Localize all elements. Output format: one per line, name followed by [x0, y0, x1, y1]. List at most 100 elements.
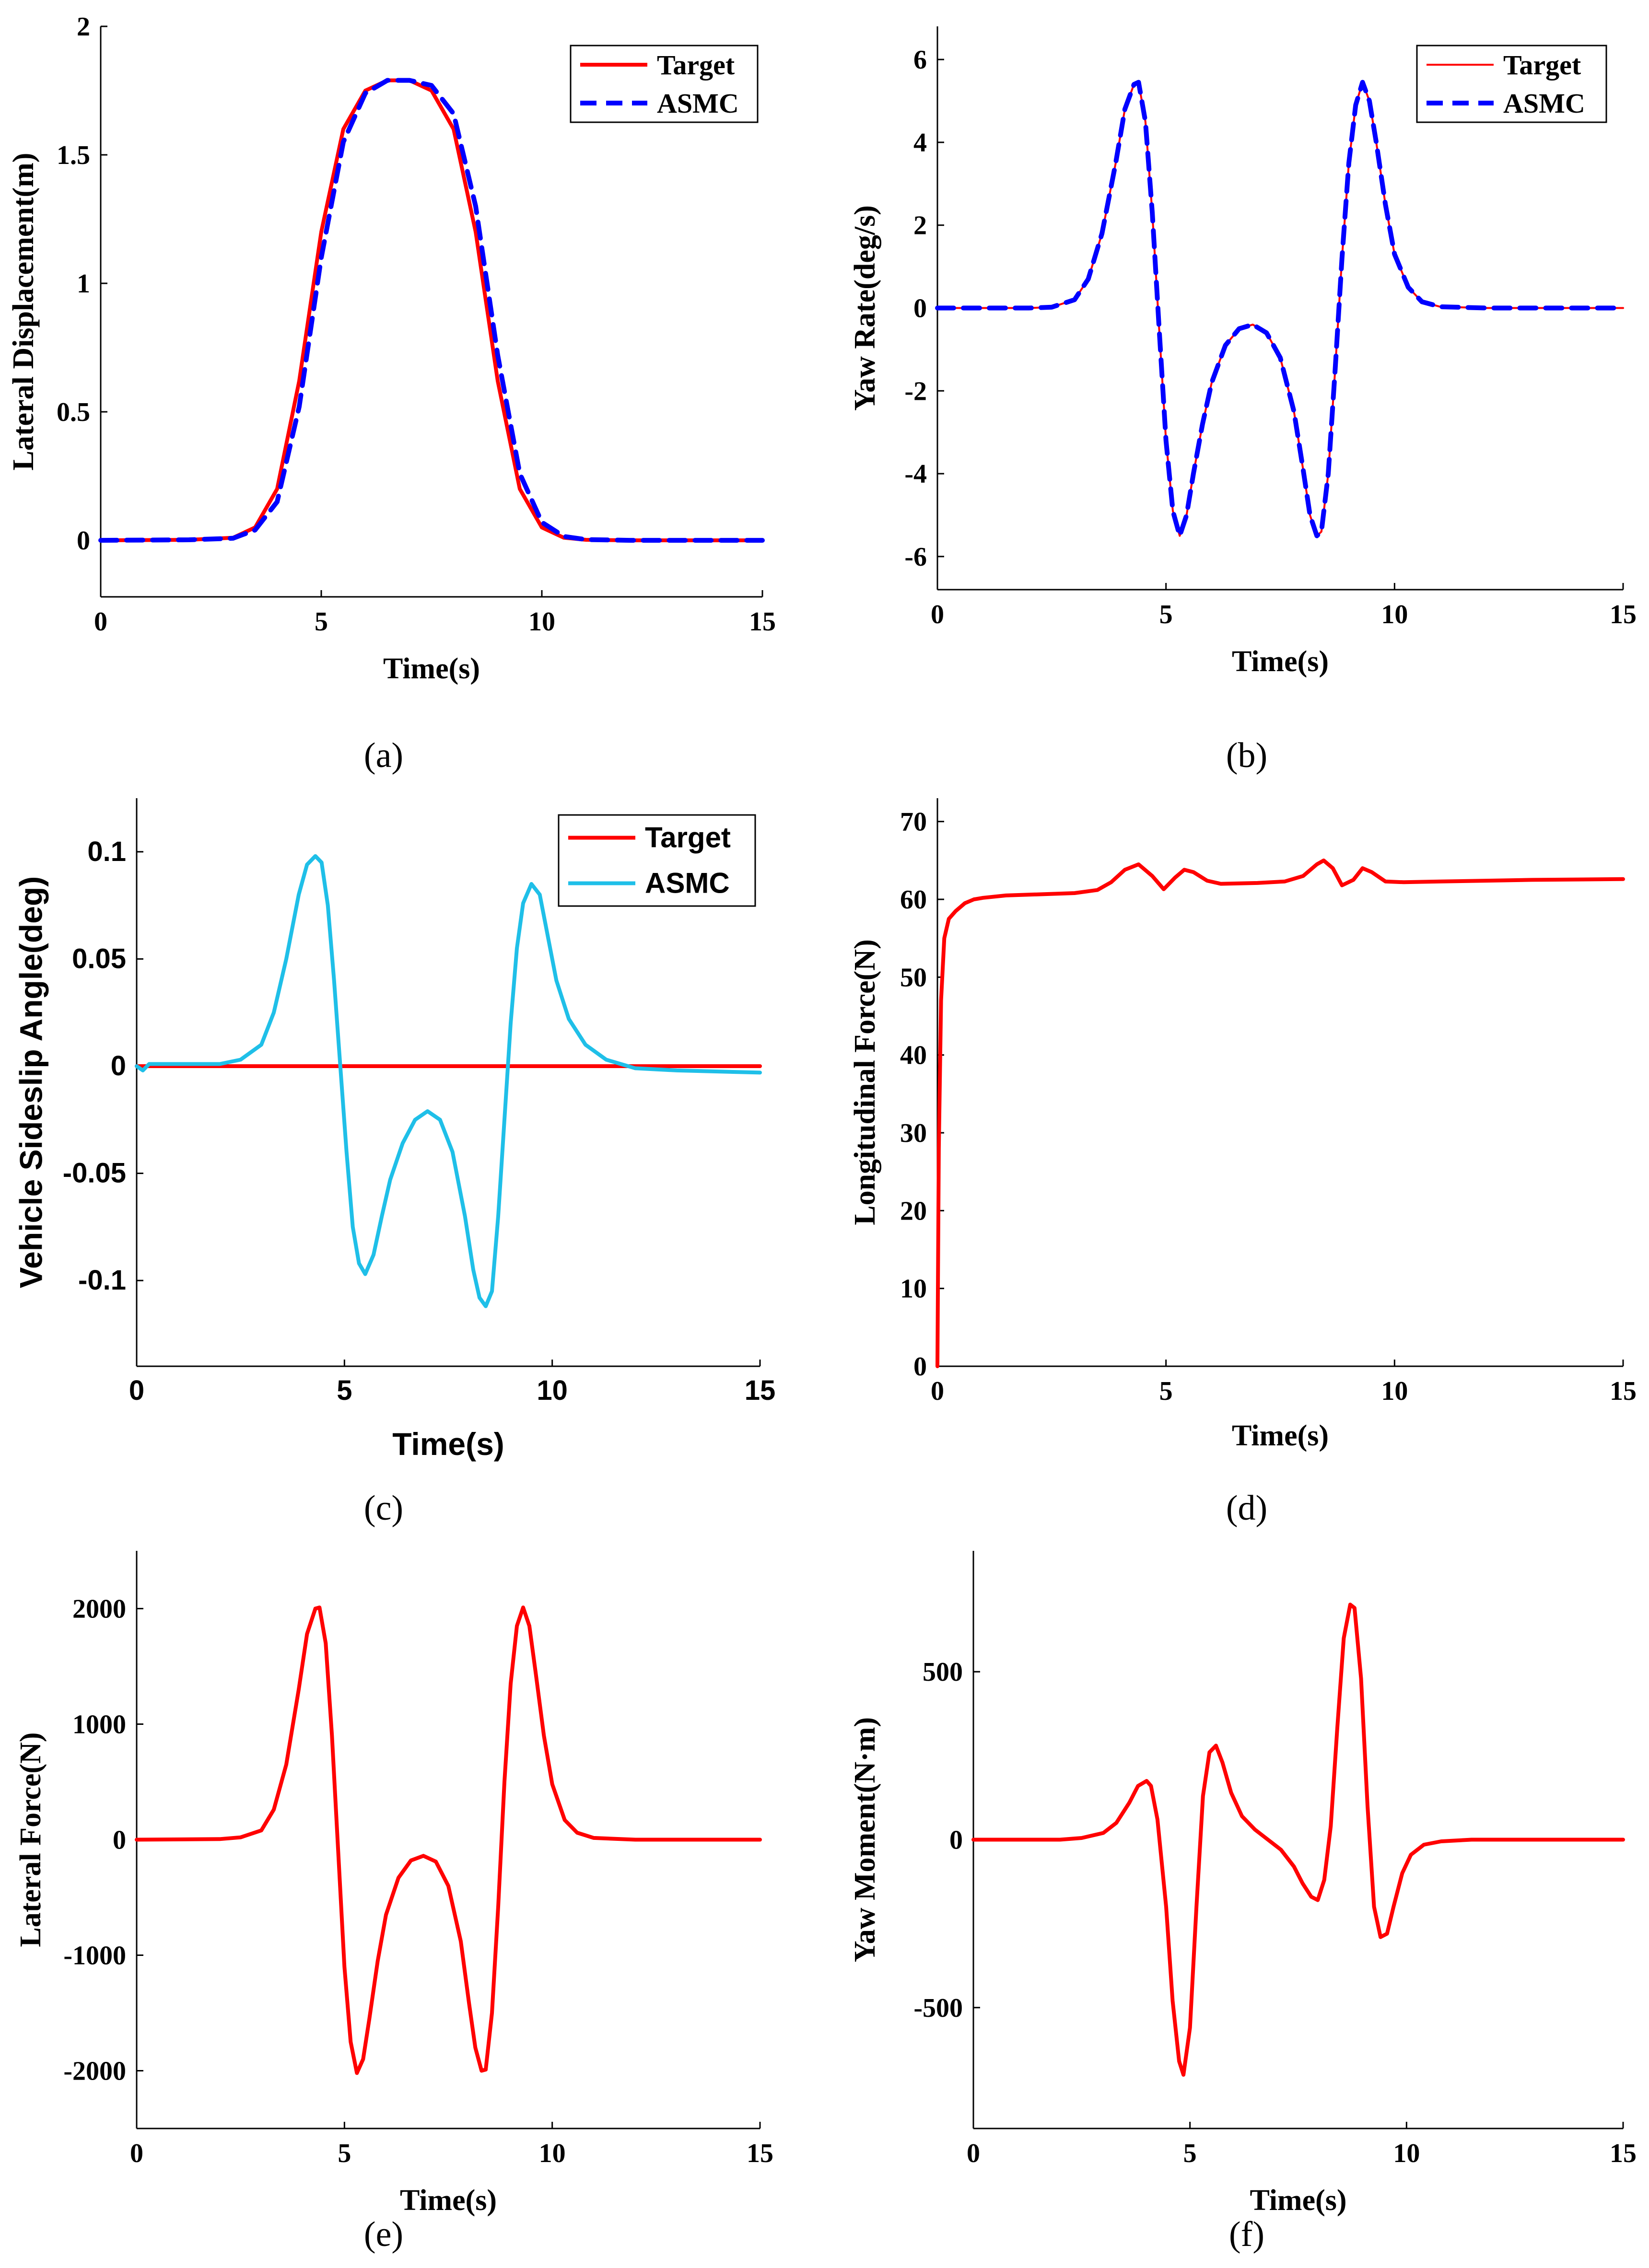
panel-d-caption: (d): [1226, 1489, 1267, 1528]
x-axis-title: Time(s): [400, 2184, 497, 2217]
legend: Target ASMC: [1416, 45, 1607, 123]
y-tick-label: 0.1: [87, 836, 126, 867]
y-tick-label: 2: [77, 12, 90, 42]
x-tick-label: 0: [967, 2139, 980, 2168]
series-line-target: [99, 78, 764, 543]
x-axis-title: Time(s): [383, 652, 480, 685]
y-tick-label: 70: [900, 807, 927, 837]
y-tick-label: 10: [900, 1274, 927, 1304]
x-tick-label: 10: [1393, 2139, 1420, 2168]
panel-c-caption: (c): [364, 1489, 403, 1528]
y-tick-label: 60: [900, 885, 927, 915]
y-tick-label: 30: [900, 1118, 927, 1148]
x-tick-label: 0: [129, 1375, 144, 1406]
y-tick-label: 2000: [72, 1594, 126, 1624]
panel-c: (c) 0 5 10 15 -0.1 -0.05 0 0.05 0.1 Time(s) Vehicl…: [13, 798, 775, 1528]
y-axis-title: Yaw Rate(deg/s): [849, 205, 881, 411]
legend-entry: ASMC: [657, 88, 739, 119]
panel-e-caption: (e): [364, 2215, 403, 2254]
y-tick-label: -2: [904, 376, 927, 406]
legend-entry: Target: [645, 822, 731, 854]
x-tick-label: 5: [337, 1375, 352, 1406]
x-tick-label: 0: [931, 1376, 944, 1406]
x-axis-title: Time(s): [392, 1426, 504, 1462]
y-axis-title: Lateral Force(N): [14, 1732, 47, 1947]
x-tick-label: 10: [537, 1375, 568, 1406]
panel-d: (d) 0 5 10 15 0 10 20 30 40 50 60 70 Time(s) Longitud…: [849, 798, 1637, 1528]
x-tick-label: 15: [745, 1375, 776, 1406]
x-axis-title: Time(s): [1232, 645, 1329, 678]
series-line-asmc: [135, 854, 762, 1308]
legend-box: [1416, 45, 1607, 123]
y-tick-label: -0.1: [78, 1265, 126, 1296]
legend: Target ASMC: [558, 814, 756, 907]
x-tick-label: 15: [1610, 2139, 1637, 2168]
y-tick-label: 1.5: [57, 140, 90, 170]
y-tick-label: 20: [900, 1196, 927, 1226]
y-tick-label: 50: [900, 963, 927, 992]
series-line-force: [936, 858, 1625, 1368]
y-axis-title: Longitudinal Force(N): [849, 939, 881, 1225]
y-tick-label: 1000: [72, 1710, 126, 1740]
legend-entry: Target: [657, 49, 735, 81]
series-line-force: [971, 1603, 1625, 2077]
panel-b: (b) 0 5 10 15 -6 -4 -2 0 2 4 6 Time(s) Yaw Rate(deg/…: [849, 26, 1637, 775]
series-line-asmc: [98, 78, 765, 543]
x-tick-label: 5: [1159, 600, 1173, 629]
legend-entry: Target: [1503, 49, 1581, 81]
x-tick-label: 15: [749, 607, 776, 637]
y-tick-label: 1: [77, 269, 90, 299]
x-tick-label: 5: [315, 607, 328, 637]
legend-entry: ASMC: [1503, 88, 1585, 119]
x-tick-label: 5: [1159, 1376, 1173, 1406]
y-tick-label: 0: [113, 1826, 126, 1855]
panel-b-caption: (b): [1226, 736, 1267, 775]
x-tick-label: 10: [528, 607, 555, 637]
x-tick-label: 15: [1610, 600, 1637, 629]
x-tick-label: 0: [931, 600, 944, 629]
panel-f: (f) 0 5 10 15 -500 0 500 Time(s) Yaw Moment(N·m): [849, 1551, 1637, 2254]
legend: Target ASMC: [570, 45, 759, 123]
x-tick-label: 10: [1381, 1376, 1408, 1406]
y-tick-label: 0: [913, 1352, 927, 1382]
y-tick-label: 40: [900, 1041, 927, 1070]
y-tick-label: -500: [913, 1993, 963, 2023]
y-axis-title: Lateral Displacement(m): [7, 153, 40, 471]
x-axis-title: Time(s): [1232, 1419, 1329, 1452]
y-tick-label: 0: [913, 294, 927, 324]
y-axis-title: Yaw Moment(N·m): [849, 1717, 881, 1962]
x-axis-title: Time(s): [1250, 2184, 1346, 2217]
y-tick-label: -4: [904, 459, 927, 489]
x-tick-label: 5: [1183, 2139, 1197, 2168]
y-tick-label: -0.05: [63, 1158, 126, 1189]
legend-box: [558, 814, 756, 907]
x-tick-label: 15: [1610, 1376, 1637, 1406]
y-axis-title: Vehicle Sideslip Angle(deg): [13, 876, 48, 1288]
y-tick-label: 2: [913, 211, 927, 241]
panel-a: (a) 0 5 10 15 0 0.5 1 1.5 2 Time(s) Lateral Displa…: [7, 12, 776, 775]
y-tick-label: 4: [913, 128, 927, 158]
y-tick-label: 0.05: [72, 943, 126, 974]
x-tick-label: 0: [130, 2139, 143, 2168]
panel-e: (e) 0 5 10 15 -2000 -1000 0 1000 2000 Time(s) Late…: [14, 1551, 773, 2254]
panel-f-caption: (f): [1229, 2215, 1264, 2254]
legend-entry: ASMC: [645, 867, 730, 899]
y-tick-label: 500: [923, 1657, 963, 1687]
legend-box: [570, 45, 759, 123]
series-line-force: [135, 1605, 762, 2075]
y-tick-label: 6: [913, 45, 927, 75]
y-tick-label: 0.5: [57, 397, 90, 427]
x-tick-label: 10: [1381, 600, 1408, 629]
y-tick-label: 0: [77, 526, 90, 556]
y-tick-label: -2000: [63, 2057, 126, 2086]
series-line-asmc: [935, 80, 1626, 538]
y-tick-label: 0: [111, 1050, 126, 1082]
x-tick-label: 10: [539, 2139, 566, 2168]
x-tick-label: 15: [747, 2139, 773, 2168]
panel-a-caption: (a): [364, 736, 403, 775]
y-tick-label: -6: [904, 542, 927, 572]
y-tick-label: 0: [949, 1826, 963, 1855]
y-tick-label: -1000: [63, 1941, 126, 1971]
x-tick-label: 5: [338, 2139, 351, 2168]
x-tick-label: 0: [94, 607, 107, 637]
